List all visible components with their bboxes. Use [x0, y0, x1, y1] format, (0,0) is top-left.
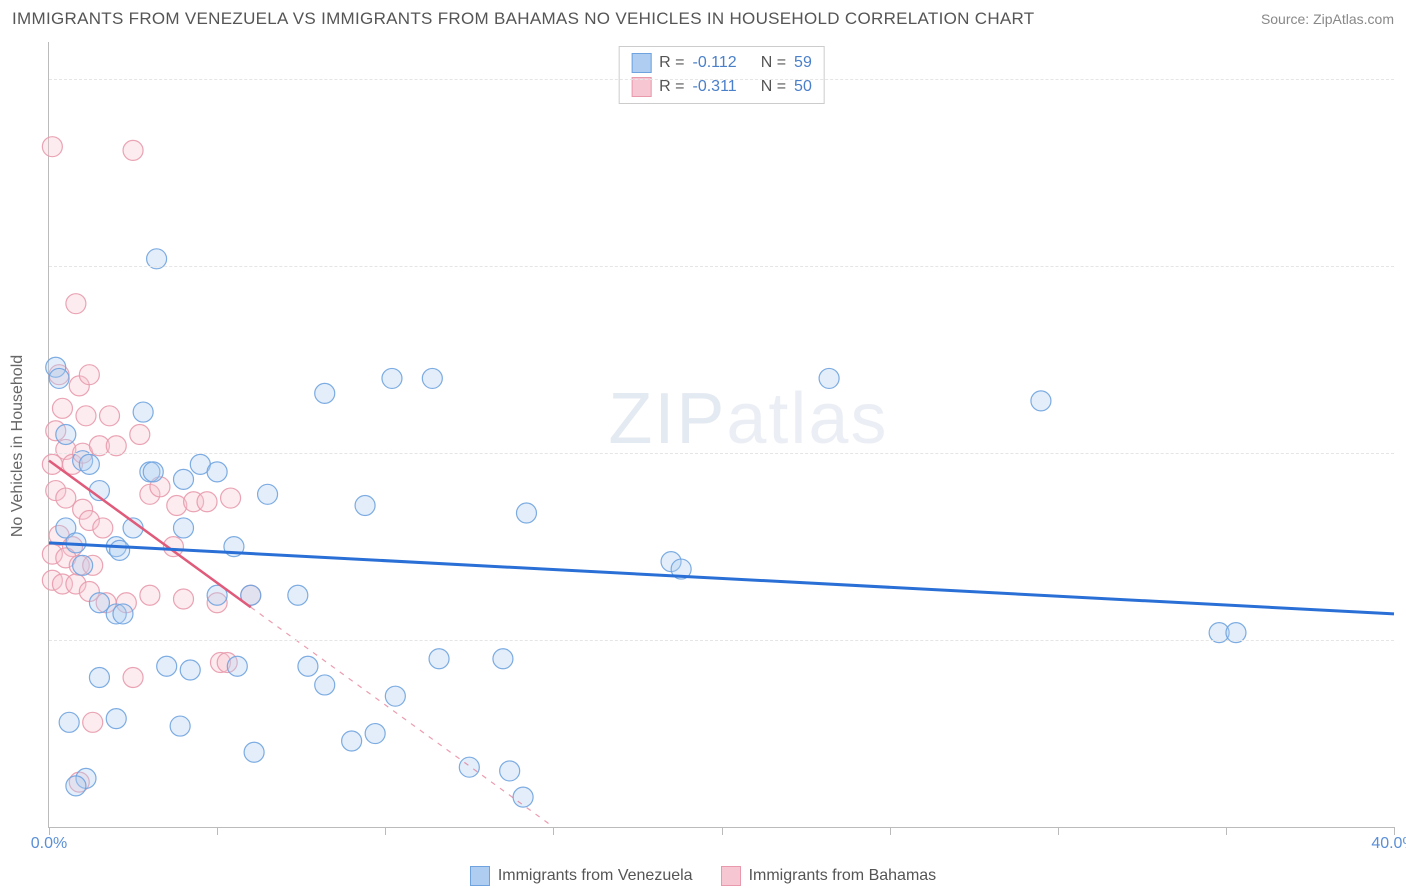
legend-swatch-venezuela-icon	[470, 866, 490, 886]
y-axis-title: No Vehicles in Household	[9, 355, 27, 537]
stats-box: R = -0.112 N = 59 R = -0.311 N = 50	[618, 46, 825, 104]
stat-n-value-1: 59	[794, 51, 812, 75]
y-tick-label: 15.0%	[1400, 257, 1406, 275]
stat-r-value-1: -0.112	[693, 51, 737, 75]
legend-label-1: Immigrants from Venezuela	[498, 867, 693, 885]
stat-r-label: R =	[659, 51, 684, 75]
x-tick-label: 0.0%	[31, 835, 67, 853]
stat-n-label: N =	[761, 51, 786, 75]
legend-label-2: Immigrants from Bahamas	[749, 867, 937, 885]
y-tick-label: 20.0%	[1400, 70, 1406, 88]
bottom-legend: Immigrants from Venezuela Immigrants fro…	[0, 866, 1406, 886]
x-tick-label: 40.0%	[1371, 835, 1406, 853]
plot-area: ZIPatlas R = -0.112 N = 59 R = -0.311 N …	[48, 42, 1394, 828]
y-tick-label: 10.0%	[1400, 444, 1406, 462]
chart-title: IMMIGRANTS FROM VENEZUELA VS IMMIGRANTS …	[12, 9, 1035, 29]
swatch-venezuela-icon	[631, 53, 651, 73]
legend-swatch-bahamas-icon	[721, 866, 741, 886]
y-tick-label: 5.0%	[1400, 631, 1406, 649]
chart-svg	[49, 42, 1394, 827]
source-label: Source: ZipAtlas.com	[1261, 11, 1394, 27]
